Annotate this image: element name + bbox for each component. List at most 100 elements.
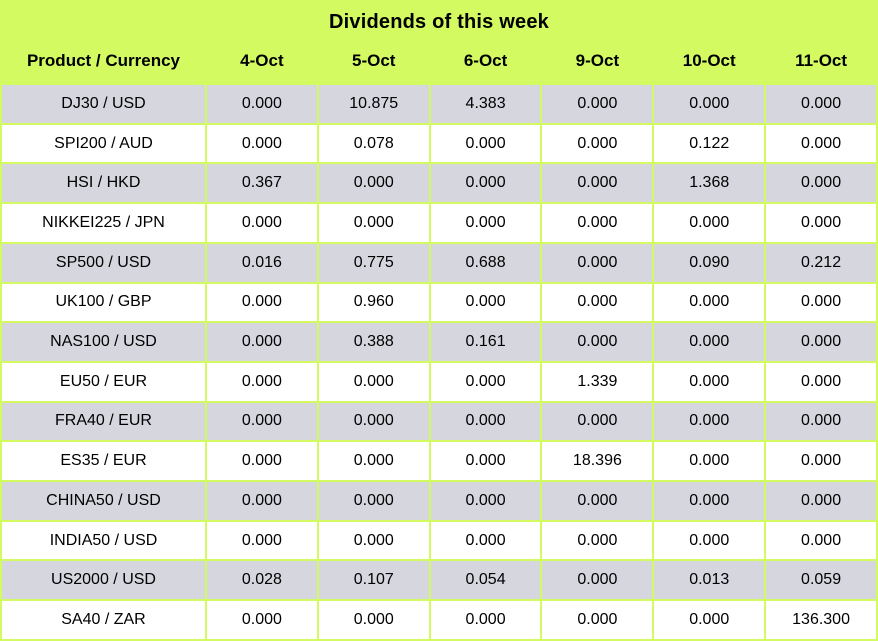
- table-row: CHINA50 / USD 0.000 0.000 0.000 0.000 0.000 0.…: [0, 480, 878, 522]
- dividend-value-cell: 0.000: [652, 360, 767, 403]
- dividend-value-cell: 0.000: [540, 321, 655, 363]
- dividend-value-cell: 0.000: [764, 122, 878, 165]
- dividend-value-cell: 0.000: [205, 400, 319, 443]
- product-label: NAS100 / USD: [0, 321, 207, 363]
- product-currency-header: Product / Currency: [1, 44, 206, 84]
- dividend-value-cell: 0.000: [652, 83, 767, 125]
- dividend-value-cell: 0.000: [428, 202, 543, 244]
- dividend-value-cell: 0.000: [428, 162, 543, 205]
- dividend-value-cell: 0.212: [764, 241, 878, 284]
- product-label: US2000 / USD: [0, 559, 207, 602]
- dividend-value-cell: 0.000: [540, 281, 655, 324]
- dividend-value-cell: 0.000: [540, 83, 655, 125]
- product-label: SP500 / USD: [0, 241, 207, 284]
- dividend-value-cell: 0.028: [205, 559, 319, 602]
- dividend-value-cell: 0.122: [652, 122, 767, 165]
- dividend-value-cell: 0.000: [316, 440, 431, 483]
- dividend-value-cell: 0.000: [764, 321, 878, 363]
- dividend-value-cell: 0.000: [316, 400, 431, 443]
- table-row: SPI200 / AUD 0.000 0.078 0.000 0.000 0.122 0.0…: [0, 122, 878, 165]
- dividend-value-cell: 0.000: [652, 400, 767, 443]
- dividend-value-cell: 0.016: [205, 241, 319, 284]
- dividend-value-cell: 0.688: [428, 241, 543, 284]
- dividend-value-cell: 0.078: [316, 122, 431, 165]
- dividend-value-cell: 0.000: [205, 599, 319, 641]
- dividends-table: Product / Currency 4-Oct 5-Oct 6-Oct 9-O…: [0, 44, 878, 641]
- table-row: SA40 / ZAR 0.000 0.000 0.000 0.000 0.000 136.3…: [0, 599, 878, 641]
- date-header: 6-Oct: [429, 44, 542, 84]
- dividend-value-cell: 0.000: [205, 281, 319, 324]
- dividend-value-cell: 0.000: [428, 480, 543, 522]
- table-row: DJ30 / USD 0.000 10.875 4.383 0.000 0.000 0.00…: [0, 83, 878, 125]
- table-row: EU50 / EUR 0.000 0.000 0.000 1.339 0.000 0.000: [0, 360, 878, 403]
- dividend-value-cell: 18.396: [540, 440, 655, 483]
- dividend-value-cell: 0.388: [316, 321, 431, 363]
- dividend-value-cell: 0.775: [316, 241, 431, 284]
- dividend-value-cell: 0.054: [428, 559, 543, 602]
- dividend-value-cell: 0.000: [205, 440, 319, 483]
- product-label: ES35 / EUR: [0, 440, 207, 483]
- dividend-value-cell: 0.000: [205, 480, 319, 522]
- product-label: NIKKEI225 / JPN: [0, 202, 207, 244]
- date-header: 9-Oct: [541, 44, 654, 84]
- dividend-value-cell: 0.000: [540, 202, 655, 244]
- dividends-table-body: DJ30 / USD 0.000 10.875 4.383 0.000 0.000 0.00…: [0, 83, 878, 641]
- table-row: NIKKEI225 / JPN 0.000 0.000 0.000 0.000 0.000…: [0, 202, 878, 244]
- dividend-value-cell: 0.000: [316, 480, 431, 522]
- dividend-value-cell: 0.960: [316, 281, 431, 324]
- product-label: DJ30 / USD: [0, 83, 207, 125]
- dividend-value-cell: 0.000: [428, 360, 543, 403]
- dividend-value-cell: 4.383: [428, 83, 543, 125]
- product-label: CHINA50 / USD: [0, 480, 207, 522]
- product-label: SPI200 / AUD: [0, 122, 207, 165]
- table-row: SP500 / USD 0.016 0.775 0.688 0.000 0.090 0.21…: [0, 241, 878, 284]
- table-row: UK100 / GBP 0.000 0.960 0.000 0.000 0.000 0.00…: [0, 281, 878, 324]
- dividend-value-cell: 0.000: [764, 440, 878, 483]
- dividend-value-cell: 0.000: [540, 480, 655, 522]
- date-header: 4-Oct: [206, 44, 318, 84]
- dividend-value-cell: 0.000: [316, 202, 431, 244]
- dividend-value-cell: 0.000: [316, 519, 431, 562]
- dividend-value-cell: 0.000: [540, 400, 655, 443]
- date-header: 5-Oct: [317, 44, 430, 84]
- dividend-value-cell: 1.368: [652, 162, 767, 205]
- dividend-value-cell: 0.000: [316, 162, 431, 205]
- dividend-value-cell: 0.000: [540, 519, 655, 562]
- dividend-value-cell: 0.000: [428, 400, 543, 443]
- dividend-value-cell: 0.000: [652, 599, 767, 641]
- product-label: HSI / HKD: [0, 162, 207, 205]
- dividend-value-cell: 0.000: [764, 519, 878, 562]
- dividend-value-cell: 0.000: [764, 480, 878, 522]
- dividend-value-cell: 0.000: [540, 162, 655, 205]
- product-label: FRA40 / EUR: [0, 400, 207, 443]
- dividend-value-cell: 0.000: [205, 202, 319, 244]
- header-row: Product / Currency 4-Oct 5-Oct 6-Oct 9-O…: [1, 44, 877, 84]
- dividend-value-cell: 10.875: [316, 83, 431, 125]
- dividend-value-cell: 0.090: [652, 241, 767, 284]
- table-row: FRA40 / EUR 0.000 0.000 0.000 0.000 0.000 0.00…: [0, 400, 878, 443]
- table-row: NAS100 / USD 0.000 0.388 0.161 0.000 0.000 0.0…: [0, 321, 878, 363]
- dividend-value-cell: 0.000: [540, 241, 655, 284]
- dividend-value-cell: 136.300: [764, 599, 878, 641]
- table-row: ES35 / EUR 0.000 0.000 0.000 18.396 0.000 0.00…: [0, 440, 878, 483]
- dividend-value-cell: 0.107: [316, 559, 431, 602]
- dividend-value-cell: 0.000: [316, 599, 431, 641]
- dividend-value-cell: 0.000: [428, 122, 543, 165]
- dividend-value-cell: 0.000: [652, 519, 767, 562]
- product-label: UK100 / GBP: [0, 281, 207, 324]
- dividend-value-cell: 0.000: [428, 599, 543, 641]
- dividend-value-cell: 0.000: [540, 122, 655, 165]
- dividend-value-cell: 0.000: [652, 321, 767, 363]
- dividend-value-cell: 0.000: [764, 83, 878, 125]
- dividend-value-cell: 0.000: [652, 480, 767, 522]
- table-row: INDIA50 / USD 0.000 0.000 0.000 0.000 0.000 0.…: [0, 519, 878, 562]
- dividend-value-cell: 0.000: [540, 559, 655, 602]
- dividend-value-cell: 0.000: [764, 202, 878, 244]
- table-row: US2000 / USD 0.028 0.107 0.054 0.000 0.013 0.0…: [0, 559, 878, 602]
- dividend-value-cell: 0.000: [205, 122, 319, 165]
- dividend-value-cell: 0.000: [764, 400, 878, 443]
- dividend-value-cell: 0.000: [205, 519, 319, 562]
- dividend-value-cell: 0.000: [652, 202, 767, 244]
- table-row: HSI / HKD 0.367 0.000 0.000 0.000 1.368 0.000: [0, 162, 878, 205]
